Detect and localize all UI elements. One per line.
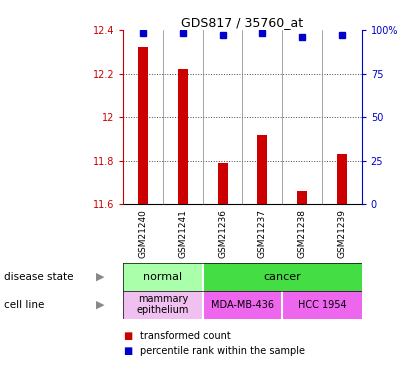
Text: cancer: cancer — [263, 272, 301, 282]
Text: GSM21236: GSM21236 — [218, 209, 227, 258]
Bar — [257, 135, 267, 204]
Bar — [123, 262, 203, 291]
Text: GSM21240: GSM21240 — [139, 209, 148, 258]
Text: GSM21237: GSM21237 — [258, 209, 267, 258]
Bar — [138, 48, 148, 204]
Title: GDS817 / 35760_at: GDS817 / 35760_at — [181, 16, 304, 29]
Text: mammary
epithelium: mammary epithelium — [137, 294, 189, 315]
Text: percentile rank within the sample: percentile rank within the sample — [140, 346, 305, 355]
Text: transformed count: transformed count — [140, 331, 231, 340]
Text: MDA-MB-436: MDA-MB-436 — [211, 300, 274, 310]
Text: GSM21238: GSM21238 — [298, 209, 307, 258]
Bar — [297, 191, 307, 204]
Text: ▶: ▶ — [96, 272, 105, 282]
Bar — [337, 154, 347, 204]
Text: cell line: cell line — [4, 300, 44, 310]
Bar — [123, 291, 203, 319]
Bar — [203, 291, 282, 319]
Text: HCC 1954: HCC 1954 — [298, 300, 346, 310]
Text: GSM21239: GSM21239 — [337, 209, 346, 258]
Text: GSM21241: GSM21241 — [178, 209, 187, 258]
Text: ■: ■ — [123, 331, 133, 340]
Bar — [218, 163, 228, 204]
Bar — [282, 291, 362, 319]
Text: normal: normal — [143, 272, 182, 282]
Text: ■: ■ — [123, 346, 133, 355]
Bar — [178, 69, 188, 204]
Bar — [203, 262, 362, 291]
Text: ▶: ▶ — [96, 300, 105, 310]
Text: disease state: disease state — [4, 272, 74, 282]
